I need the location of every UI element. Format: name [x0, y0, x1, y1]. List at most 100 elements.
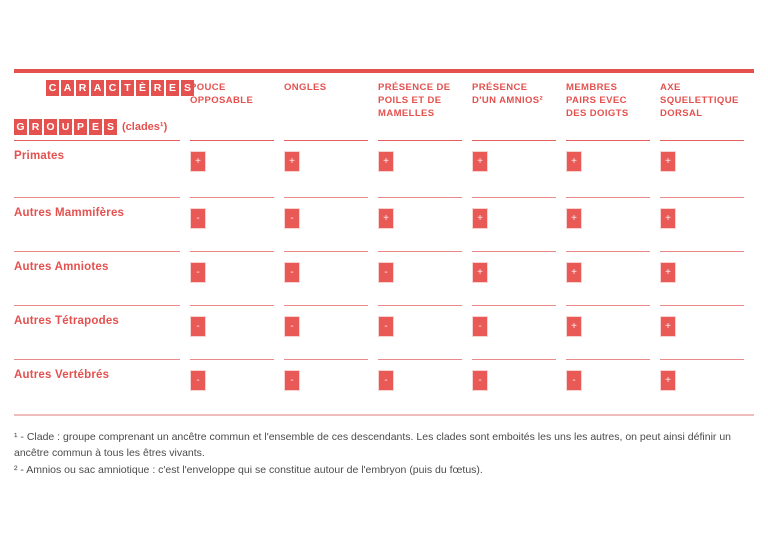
value-cell: + [378, 141, 462, 198]
plus-badge: + [660, 208, 676, 229]
value-cell: + [566, 141, 650, 198]
minus-badge: - [284, 262, 300, 283]
value-cell: + [566, 198, 650, 252]
plus-badge: + [566, 316, 582, 337]
minus-badge: - [284, 316, 300, 337]
letter-tile: E [89, 119, 102, 135]
minus-badge: - [472, 370, 488, 391]
value-cell: - [378, 252, 462, 306]
value-cell: - [190, 198, 274, 252]
value-cell: - [472, 306, 556, 360]
table-row: Autres Vertébrés - - - - - + [14, 360, 754, 414]
value-cell: - [378, 360, 462, 414]
row-label-cell: Autres Amniotes [14, 252, 180, 306]
letter-tile: U [59, 119, 72, 135]
letter-tile: A [61, 80, 74, 96]
value-cell: - [190, 360, 274, 414]
value-cell: - [378, 306, 462, 360]
table-row: Autres Mammifères - - + + + + [14, 198, 754, 252]
plus-badge: + [660, 262, 676, 283]
value-cell: + [378, 198, 462, 252]
footnotes: ¹ - Clade : groupe comprenant un ancêtre… [14, 429, 756, 478]
minus-badge: - [378, 370, 394, 391]
letter-tile: T [121, 80, 134, 96]
plus-badge: + [472, 151, 488, 172]
letter-tile: R [151, 80, 164, 96]
value-cell: + [284, 141, 368, 198]
letter-tile: R [76, 80, 89, 96]
value-cell: + [660, 306, 744, 360]
minus-badge: - [566, 370, 582, 391]
plus-badge: + [472, 262, 488, 283]
value-cell: + [660, 141, 744, 198]
value-cell: + [190, 141, 274, 198]
value-cell: - [190, 252, 274, 306]
value-cell: - [284, 252, 368, 306]
letter-tile: E [166, 80, 179, 96]
letter-tile: G [14, 119, 27, 135]
column-header: PRÉSENCE D'UN AMNIOS² [472, 73, 556, 141]
minus-badge: - [378, 262, 394, 283]
letter-tile: R [29, 119, 42, 135]
plus-badge: + [660, 316, 676, 337]
letter-tile: O [44, 119, 57, 135]
plus-badge: + [566, 151, 582, 172]
row-label-cell: Autres Mammifères [14, 198, 180, 252]
minus-badge: - [378, 316, 394, 337]
minus-badge: - [190, 316, 206, 337]
plus-badge: + [190, 151, 206, 172]
row-label: Autres Tétrapodes [14, 315, 120, 327]
plus-badge: + [472, 208, 488, 229]
row-label-cell: Autres Vertébrés [14, 360, 180, 414]
plus-badge: + [378, 151, 394, 172]
minus-badge: - [472, 316, 488, 337]
row-label: Autres Vertébrés [14, 369, 110, 381]
minus-badge: - [284, 370, 300, 391]
row-label: Primates [14, 150, 65, 162]
clades-note-label: (clades¹) [122, 121, 168, 133]
value-cell: - [284, 360, 368, 414]
value-cell: - [284, 198, 368, 252]
plus-badge: + [660, 370, 676, 391]
table-bottom-rule [14, 414, 754, 416]
minus-badge: - [190, 370, 206, 391]
value-cell: + [472, 252, 556, 306]
plus-badge: + [378, 208, 394, 229]
value-cell: - [190, 306, 274, 360]
row-label-cell: Autres Tétrapodes [14, 306, 180, 360]
plus-badge: + [566, 208, 582, 229]
value-cell: - [566, 360, 650, 414]
plus-badge: + [660, 151, 676, 172]
letter-tile: S [104, 119, 117, 135]
table-row: Primates + + + + + + [14, 141, 754, 198]
column-header: MEMBRES PAIRS EVEC DES DOIGTS [566, 73, 650, 141]
value-cell: - [284, 306, 368, 360]
letter-tile: C [106, 80, 119, 96]
column-header: PRÉSENCE DE POILS ET DE MAMELLES [378, 73, 462, 141]
plus-badge: + [284, 151, 300, 172]
letter-tile: C [46, 80, 59, 96]
value-cell: + [472, 198, 556, 252]
value-cell: + [660, 198, 744, 252]
table-body: Primates + + + + + + Autres Mammifères - - + + + + Aut… [14, 141, 754, 414]
row-label: Autres Mammifères [14, 207, 125, 219]
value-cell: + [472, 141, 556, 198]
value-cell: + [566, 306, 650, 360]
letter-tile: A [91, 80, 104, 96]
table-row: Autres Amniotes - - - + + + [14, 252, 754, 306]
table-row: Autres Tétrapodes - - - - + + [14, 306, 754, 360]
column-header: ONGLES [284, 73, 368, 141]
value-cell: + [660, 252, 744, 306]
table-top-rule [14, 69, 754, 73]
footnote-amnios: ² - Amnios ou sac amniotique : c'est l'e… [14, 463, 483, 476]
value-cell: + [660, 360, 744, 414]
footnote-clade: ¹ - Clade : groupe comprenant un ancêtre… [14, 431, 731, 460]
plus-badge: + [566, 262, 582, 283]
column-header: AXE SQUELETTIQUE DORSAL [660, 73, 744, 141]
minus-badge: - [284, 208, 300, 229]
